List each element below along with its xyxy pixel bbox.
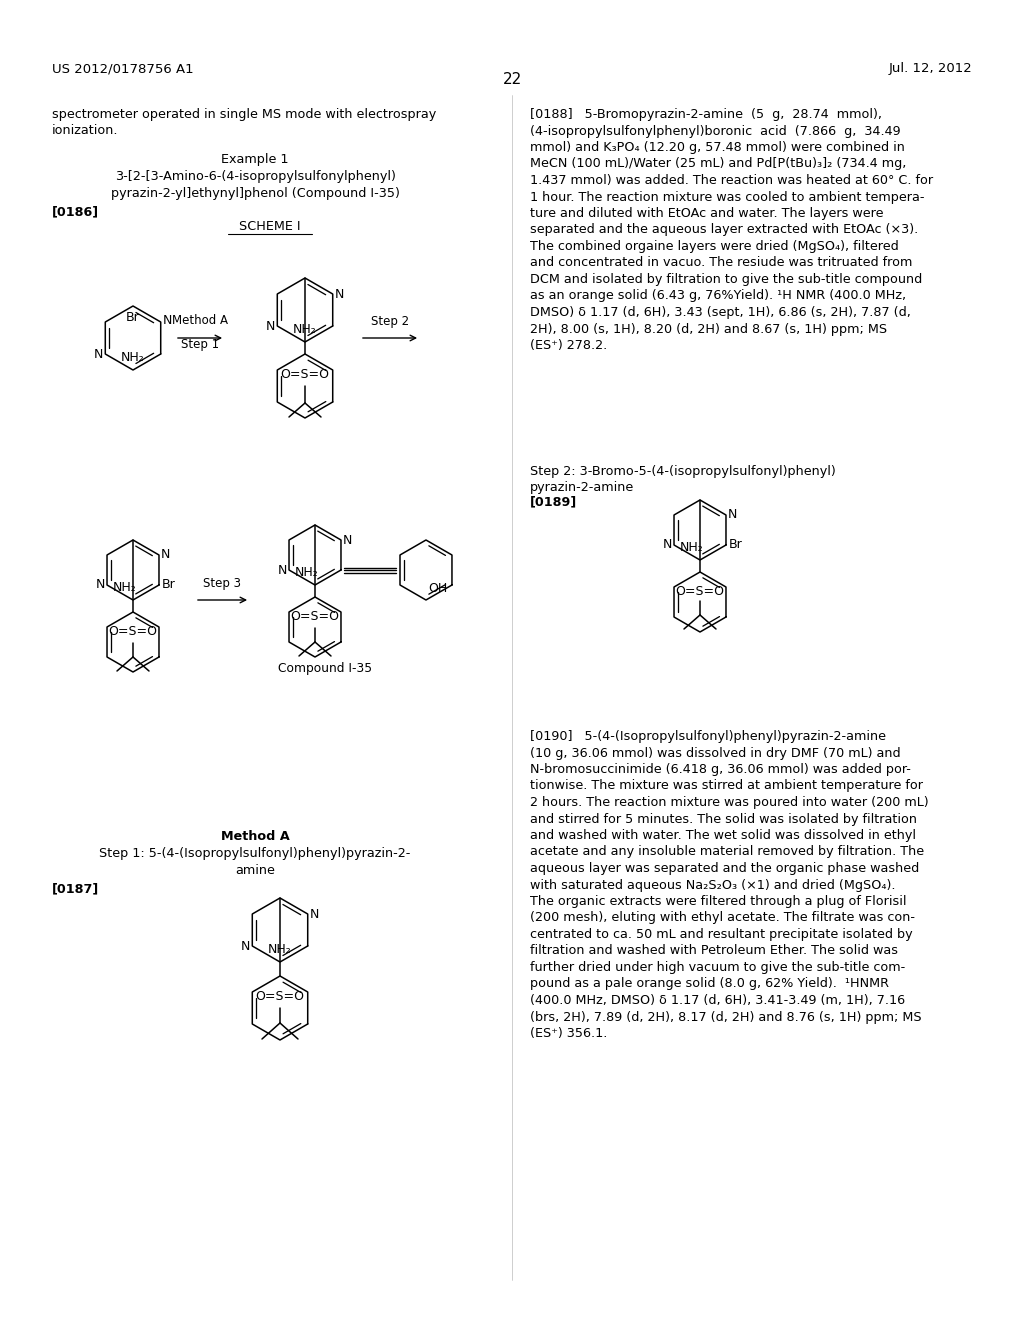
Text: N: N <box>161 549 170 561</box>
Text: [0190]   5-(4-(Isopropylsulfonyl)phenyl)pyrazin-2-amine
(10 g, 36.06 mmol) was d: [0190] 5-(4-(Isopropylsulfonyl)phenyl)py… <box>530 730 929 1040</box>
Text: Step 1: Step 1 <box>181 338 219 351</box>
Text: Br: Br <box>729 539 742 552</box>
Text: [0188]   5-Bromopyrazin-2-amine  (5  g,  28.74  mmol),
(4-isopropylsulfonylpheny: [0188] 5-Bromopyrazin-2-amine (5 g, 28.7… <box>530 108 933 352</box>
Text: N: N <box>266 319 275 333</box>
Text: N: N <box>94 348 103 362</box>
Text: Br: Br <box>162 578 176 591</box>
Text: N: N <box>343 533 352 546</box>
Text: NH₂: NH₂ <box>113 581 137 594</box>
Text: NH₂: NH₂ <box>268 942 292 956</box>
Text: N: N <box>335 288 344 301</box>
Text: Br: Br <box>126 312 140 323</box>
Text: O=S=O: O=S=O <box>256 990 304 1003</box>
Text: O=S=O: O=S=O <box>676 585 725 598</box>
Text: [0189]: [0189] <box>530 495 578 508</box>
Text: NH₂: NH₂ <box>680 541 703 554</box>
Text: [0186]: [0186] <box>52 205 99 218</box>
Text: SCHEME I: SCHEME I <box>240 220 301 234</box>
Text: Step 1: 5-(4-(Isopropylsulfonyl)phenyl)pyrazin-2-
amine: Step 1: 5-(4-(Isopropylsulfonyl)phenyl)p… <box>99 847 411 876</box>
Text: 3-[2-[3-Amino-6-(4-isopropylsulfonylphenyl)
pyrazin-2-yl]ethynyl]phenol (Compoun: 3-[2-[3-Amino-6-(4-isopropylsulfonylphen… <box>111 170 399 199</box>
Text: Step 2: Step 2 <box>371 315 409 327</box>
Text: N: N <box>241 940 250 953</box>
Text: N: N <box>278 564 287 577</box>
Text: Step 3: Step 3 <box>203 577 241 590</box>
Text: [0187]: [0187] <box>52 882 99 895</box>
Text: Example 1: Example 1 <box>221 153 289 166</box>
Text: OH: OH <box>428 582 447 595</box>
Text: N: N <box>95 578 105 591</box>
Text: N: N <box>309 908 319 920</box>
Text: spectrometer operated in single MS mode with electrospray
ionization.: spectrometer operated in single MS mode … <box>52 108 436 137</box>
Text: Method A: Method A <box>172 314 228 327</box>
Text: N: N <box>663 539 672 552</box>
Text: O=S=O: O=S=O <box>109 624 158 638</box>
Text: Compound I-35: Compound I-35 <box>278 663 372 675</box>
Text: Jul. 12, 2012: Jul. 12, 2012 <box>888 62 972 75</box>
Text: 22: 22 <box>503 73 521 87</box>
Text: NH₂: NH₂ <box>295 566 318 579</box>
Text: N: N <box>728 508 737 521</box>
Text: NH₂: NH₂ <box>121 351 144 364</box>
Text: O=S=O: O=S=O <box>281 368 330 381</box>
Text: Method A: Method A <box>220 830 290 843</box>
Text: NH₂: NH₂ <box>293 323 316 337</box>
Text: O=S=O: O=S=O <box>291 610 340 623</box>
Text: N: N <box>163 314 172 327</box>
Text: US 2012/0178756 A1: US 2012/0178756 A1 <box>52 62 194 75</box>
Text: Step 2: 3-Bromo-5-(4-(isopropylsulfonyl)phenyl)
pyrazin-2-amine: Step 2: 3-Bromo-5-(4-(isopropylsulfonyl)… <box>530 465 836 495</box>
